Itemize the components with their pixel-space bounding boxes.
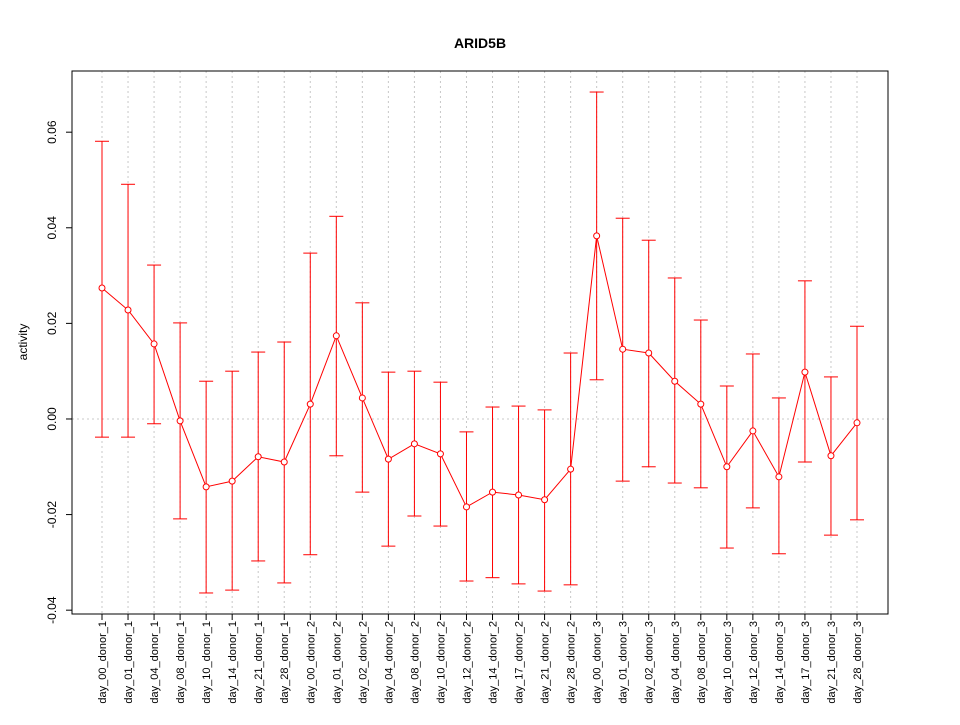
x-tick-label: day_08_donor_1 — [175, 621, 187, 704]
data-point — [306, 400, 314, 408]
x-tick-label: day_02_donor_2 — [357, 621, 369, 704]
x-tick-label: day_00_donor_3 — [592, 621, 604, 704]
data-point — [228, 477, 236, 485]
data-point — [515, 491, 523, 499]
series — [98, 232, 861, 511]
data-point — [332, 332, 340, 340]
x-tick-label: day_02_donor_3 — [644, 621, 656, 704]
data-point — [749, 427, 757, 435]
data-point — [645, 349, 653, 357]
data-point — [567, 465, 575, 473]
data-point — [358, 394, 366, 402]
y-tick-label: 0.02 — [45, 311, 59, 335]
x-tick-label: day_08_donor_2 — [409, 621, 421, 704]
data-point — [723, 463, 731, 471]
x-tick-label: day_17_donor_3 — [800, 621, 812, 704]
data-point — [436, 450, 444, 458]
y-tick-label: -0.04 — [45, 596, 59, 624]
x-tick-label: day_04_donor_2 — [383, 621, 395, 704]
error-bars — [95, 91, 864, 594]
data-point — [697, 400, 705, 408]
x-tick-label: day_10_donor_3 — [722, 621, 734, 704]
x-tick-label: day_28_donor_3 — [852, 621, 864, 704]
data-point — [462, 503, 470, 511]
x-tick-label: day_21_donor_3 — [826, 621, 838, 704]
data-point — [593, 232, 601, 240]
data-point — [671, 377, 679, 385]
series-line — [101, 235, 858, 508]
y-axis: -0.04 -0.02 0.00 0.02 0.04 0.06 — [45, 120, 73, 624]
y-axis-label: activity — [16, 324, 30, 361]
grid — [72, 71, 888, 614]
data-point — [176, 417, 184, 425]
data-point — [150, 340, 158, 348]
x-tick-label: day_00_donor_1 — [97, 621, 109, 704]
x-tick-label: day_04_donor_3 — [670, 621, 682, 704]
data-point — [801, 368, 809, 376]
x-tick-label: day_10_donor_2 — [435, 621, 447, 704]
data-point — [280, 458, 288, 466]
x-tick-label: day_14_donor_1 — [227, 621, 239, 704]
x-tick-label: day_04_donor_1 — [149, 621, 161, 704]
x-tick-label: day_21_donor_2 — [540, 621, 552, 704]
x-tick-label: day_28_donor_2 — [566, 621, 578, 704]
y-tick-label: 0.00 — [45, 407, 59, 431]
x-tick-label: day_17_donor_2 — [514, 621, 526, 704]
x-tick-label: day_14_donor_2 — [488, 621, 500, 704]
data-point — [827, 452, 835, 460]
x-tick-label: day_21_donor_1 — [253, 621, 265, 704]
data-point — [541, 496, 549, 504]
x-tick-label: day_28_donor_1 — [279, 621, 291, 704]
data-point — [384, 455, 392, 463]
x-tick-label: day_01_donor_2 — [331, 621, 343, 704]
x-tick-label: day_01_donor_1 — [123, 621, 135, 704]
data-point — [124, 306, 132, 314]
data-point — [254, 453, 262, 461]
data-point — [775, 473, 783, 481]
data-point — [410, 440, 418, 448]
plot-frame — [71, 70, 889, 615]
data-point — [619, 345, 627, 353]
chart-title: ARID5B — [454, 35, 506, 51]
x-tick-label: day_12_donor_3 — [748, 621, 760, 704]
y-tick-label: 0.06 — [45, 120, 59, 144]
x-tick-label: day_01_donor_3 — [618, 621, 630, 704]
x-tick-label: day_14_donor_3 — [774, 621, 786, 704]
data-point — [202, 483, 210, 491]
x-tick-label: day_12_donor_2 — [461, 621, 473, 704]
y-tick-label: -0.02 — [45, 501, 59, 529]
data-point — [98, 284, 106, 292]
x-axis: day_00_donor_1 day_01_donor_1 day_04_donor… — [97, 613, 864, 704]
x-tick-label: day_00_donor_2 — [305, 621, 317, 704]
x-tick-label: day_10_donor_1 — [201, 621, 213, 704]
y-tick-label: 0.04 — [45, 216, 59, 240]
x-tick-label: day_08_donor_3 — [696, 621, 708, 704]
data-point — [489, 488, 497, 496]
data-point — [853, 419, 861, 427]
